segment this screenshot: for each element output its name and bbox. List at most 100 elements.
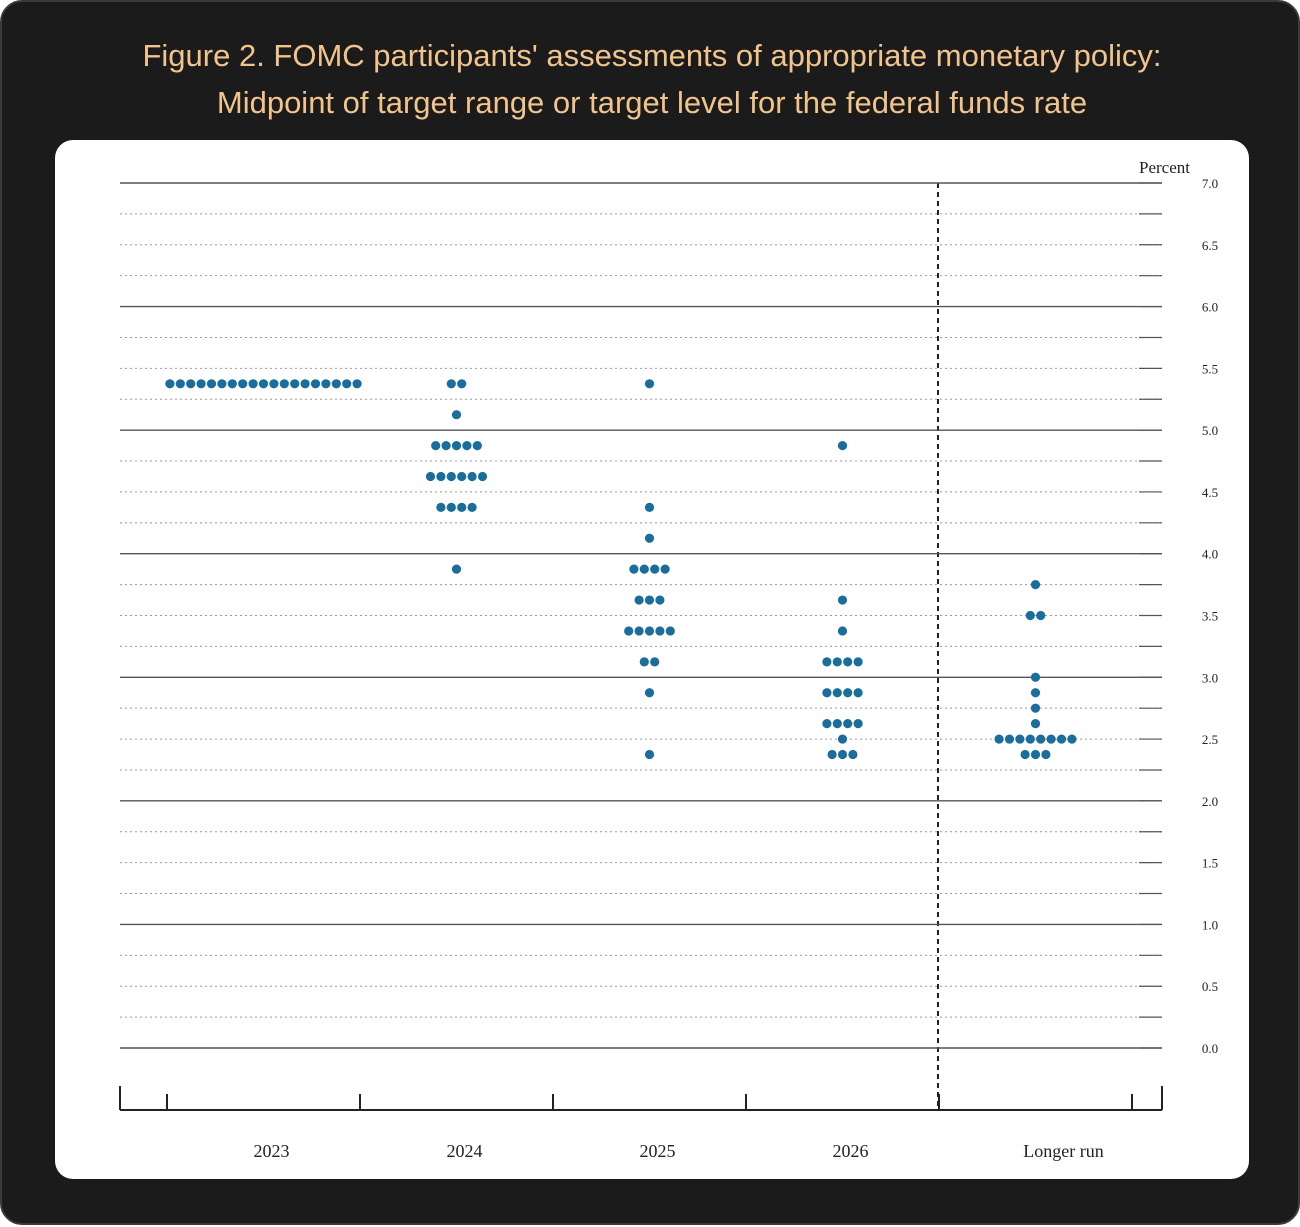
dot	[436, 502, 446, 512]
y-tick-label: 4.0	[1202, 547, 1218, 562]
chart-title: Figure 2. FOMC participants' assessments…	[142, 38, 1162, 73]
dot	[446, 471, 456, 482]
x-tick-label: 2023	[254, 1141, 290, 1161]
dot	[660, 564, 670, 574]
dot	[832, 657, 842, 667]
dot	[644, 749, 655, 760]
dot	[467, 471, 477, 482]
dot	[1056, 734, 1067, 744]
dot	[1030, 703, 1041, 713]
dot	[624, 626, 634, 636]
dot	[634, 595, 644, 605]
y-tick-label: 2.0	[1202, 794, 1218, 809]
dot	[462, 440, 472, 451]
y-tick-label: 0.5	[1202, 979, 1218, 994]
dot	[837, 440, 848, 451]
y-axis-label: Percent	[1139, 158, 1190, 177]
dot	[655, 595, 665, 605]
y-tick-label: 2.5	[1202, 732, 1218, 747]
dot	[300, 379, 310, 389]
dot	[832, 688, 842, 698]
dot	[196, 379, 206, 389]
dot	[425, 471, 436, 482]
y-tick-label: 3.0	[1202, 670, 1218, 685]
dot	[457, 502, 467, 512]
dot	[1030, 672, 1041, 682]
x-tick-label: 2024	[447, 1141, 483, 1161]
dot	[853, 719, 863, 729]
y-tick-label: 3.5	[1202, 609, 1218, 624]
dot	[451, 410, 462, 420]
y-tick-label: 1.5	[1202, 856, 1218, 871]
dot	[451, 564, 462, 574]
dot	[853, 657, 863, 667]
dot	[848, 749, 858, 760]
dot	[1036, 610, 1046, 621]
dot	[1046, 734, 1056, 744]
dot	[837, 734, 848, 744]
dot	[165, 379, 175, 389]
dot	[843, 719, 853, 729]
dot	[650, 564, 660, 574]
dot	[665, 626, 675, 636]
dot	[1030, 580, 1041, 590]
dot	[321, 379, 331, 389]
dot	[644, 502, 655, 512]
dot	[290, 379, 300, 389]
dot	[248, 379, 258, 389]
dot	[1004, 734, 1015, 744]
dot	[639, 564, 649, 574]
dot	[1030, 749, 1041, 760]
dot	[994, 734, 1004, 744]
chart-subtitle: Midpoint of target range or target level…	[216, 85, 1088, 120]
dot	[634, 626, 644, 636]
dot	[644, 595, 655, 605]
y-tick-label: 6.5	[1202, 238, 1218, 253]
dot	[175, 379, 185, 389]
dot	[644, 626, 655, 636]
x-tick-label: 2025	[640, 1141, 676, 1161]
dot	[227, 379, 237, 389]
x-tick-label: 2026	[833, 1141, 869, 1161]
dot	[217, 379, 227, 389]
dot	[446, 379, 456, 389]
dot	[352, 379, 362, 389]
dot	[457, 471, 467, 482]
dot	[822, 657, 832, 667]
dot	[472, 440, 482, 451]
y-tick-label: 4.5	[1202, 485, 1218, 500]
dot	[843, 657, 853, 667]
dot	[843, 688, 853, 698]
dot	[629, 564, 639, 574]
dot	[832, 719, 842, 729]
dot	[258, 379, 269, 389]
dot	[436, 471, 446, 482]
dot	[451, 440, 462, 451]
dot	[1020, 749, 1030, 760]
dot	[837, 749, 848, 760]
y-tick-label: 5.5	[1202, 361, 1218, 376]
dot	[186, 379, 196, 389]
dot	[310, 379, 321, 389]
dot	[467, 502, 477, 512]
dot	[279, 379, 289, 389]
dot	[238, 379, 248, 389]
x-tick-label: Longer run	[1023, 1141, 1103, 1161]
dot	[837, 626, 848, 636]
dot	[827, 749, 837, 760]
dot	[822, 719, 832, 729]
dot	[1025, 734, 1035, 744]
dot	[644, 688, 655, 698]
dot	[639, 657, 649, 667]
dot	[331, 379, 341, 389]
dot	[431, 440, 441, 451]
dot	[269, 379, 279, 389]
dot	[457, 379, 467, 389]
dot	[650, 657, 660, 667]
dot	[446, 502, 456, 512]
y-tick-label: 0.0	[1202, 1041, 1218, 1056]
dot	[1015, 734, 1025, 744]
dot	[644, 533, 655, 543]
dot	[1025, 610, 1035, 621]
